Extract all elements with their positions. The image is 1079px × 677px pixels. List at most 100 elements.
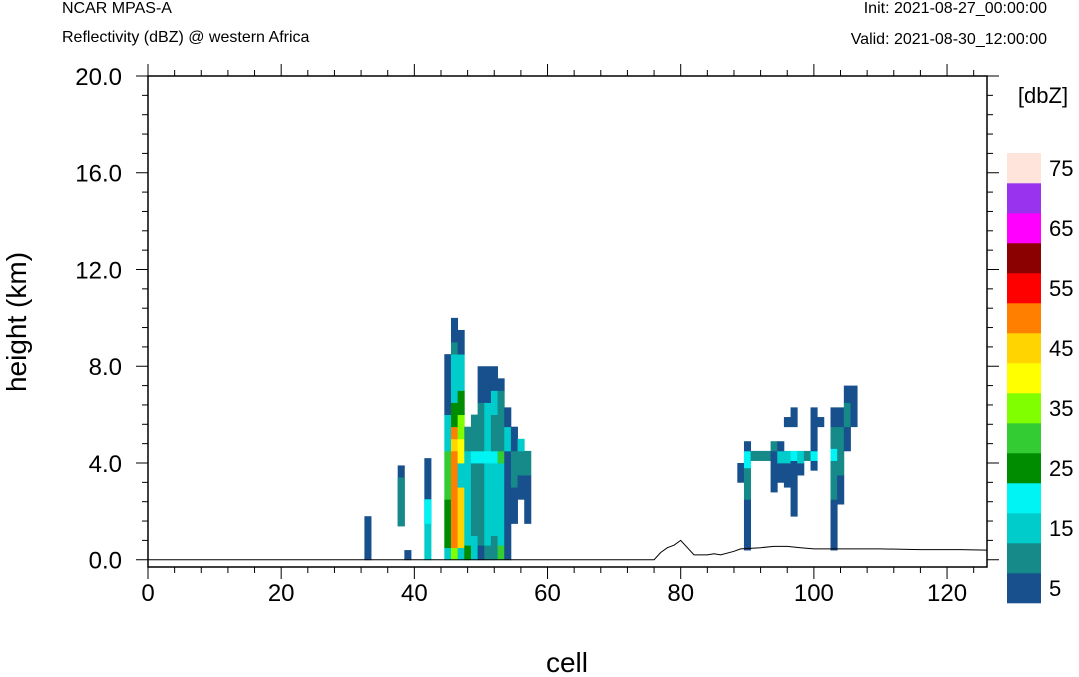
x-tick-label: 60 [534,580,561,607]
model-name: NCAR MPAS-A [62,0,172,17]
reflectivity-cell [404,550,412,561]
reflectivity-cell [837,475,845,505]
reflectivity-cell [457,414,465,440]
reflectivity-cell [524,450,532,476]
reflectivity-cell [810,407,818,452]
reflectivity-cell [524,475,532,524]
y-tick-label: 4.0 [89,451,122,478]
reflectivity-cell [803,450,811,461]
reflectivity-cell [457,438,465,464]
reflectivity-cell [743,450,752,469]
reflectivity-cell [457,462,465,488]
reflectivity-cell [490,462,498,536]
colorbar-swatch [1007,453,1041,484]
reflectivity-cell [517,475,525,500]
colorbar-swatch [1007,213,1041,244]
reflectivity-cell [737,462,745,483]
colorbar [1007,153,1041,604]
reflectivity-cell [797,462,805,476]
reflectivity-cell [490,450,498,464]
reflectivity-cell [790,460,798,517]
reflectivity-cell [830,460,838,500]
reflectivity-cell [777,462,785,483]
reflectivity-cell [444,354,452,416]
colorbar-label: 65 [1049,216,1073,241]
reflectivity-cell [450,426,459,440]
reflectivity-cell [750,450,758,461]
valid-time: Valid: 2021-08-30_12:00:00 [850,31,1047,48]
reflectivity-cell [444,547,452,561]
reflectivity-cell [450,547,459,561]
reflectivity-cell [470,450,479,464]
reflectivity-cell [477,366,485,403]
y-tick-label: 20.0 [75,64,122,91]
reflectivity-cell [783,417,791,428]
reflectivity-cell [850,385,858,428]
terrain-line [148,539,988,561]
reflectivity-cell [424,458,432,524]
reflectivity-cell [777,441,785,452]
reflectivity-cell [830,426,838,449]
colorbar-swatch [1007,243,1041,274]
x-tick-label: 120 [927,580,967,607]
reflectivity-cell [497,390,505,452]
reflectivity-cell [830,407,838,428]
y-tick-label: 16.0 [75,161,122,188]
reflectivity-cell [843,426,851,452]
reflectivity-cell [450,438,459,452]
reflectivity-cell [450,450,459,549]
reflectivity-cell [843,385,851,403]
reflectivity-cell [743,499,752,551]
x-tick-label: 100 [794,580,834,607]
colorbar-swatch [1007,303,1041,334]
reflectivity-cells [364,317,858,561]
colorbar-label: 5 [1049,576,1061,601]
reflectivity-cell [510,487,518,524]
reflectivity-cell [457,390,465,416]
reflectivity-cell [457,329,465,355]
reflectivity-cell [490,414,498,452]
reflectivity-cell [450,354,459,403]
reflectivity-cell [790,450,798,461]
reflectivity-cell [457,354,465,391]
reflectivity-cell [470,535,479,561]
reflectivity-cell [743,467,752,500]
reflectivity-cell [810,450,818,461]
reflectivity-cell [477,462,485,546]
y-tick-labels: 0.0 4.0 8.0 12.0 16.0 20.0 [75,64,122,575]
reflectivity-cell [484,545,492,561]
x-axis-title: cell [546,647,588,677]
reflectivity-cell [770,450,778,493]
reflectivity-cell [777,450,785,464]
colorbar-label: 15 [1049,516,1073,541]
reflectivity-cell [763,450,771,461]
reflectivity-cell [790,407,798,428]
reflectivity-cell [444,414,452,452]
colorbar-swatch [1007,333,1041,364]
reflectivity-cell [444,499,452,549]
x-tick-label: 80 [667,580,694,607]
reflectivity-cell [457,487,465,549]
reflectivity-cell [424,499,432,524]
reflectivity-cell [490,366,498,391]
reflectivity-cell [517,450,525,476]
reflectivity-cell [837,407,845,428]
reflectivity-cell [510,450,518,488]
x-tick-label: 0 [141,580,154,607]
colorbar-swatch [1007,273,1041,304]
colorbar-labels: 5 15 25 35 45 55 65 75 [1049,156,1073,601]
colorbar-swatch [1007,543,1041,574]
colorbar-swatch [1007,483,1041,514]
reflectivity-cell [397,477,405,527]
reflectivity-cell [464,450,472,546]
init-time: Init: 2021-08-27_00:00:00 [863,0,1047,17]
reflectivity-cell [757,450,765,461]
reflectivity-cell [470,414,479,452]
x-tick-label: 40 [401,580,428,607]
reflectivity-cell [817,417,825,428]
reflectivity-cell [464,426,472,452]
reflectivity-cell [504,450,512,561]
colorbar-swatch [1007,363,1041,394]
colorbar-swatch [1007,393,1041,424]
